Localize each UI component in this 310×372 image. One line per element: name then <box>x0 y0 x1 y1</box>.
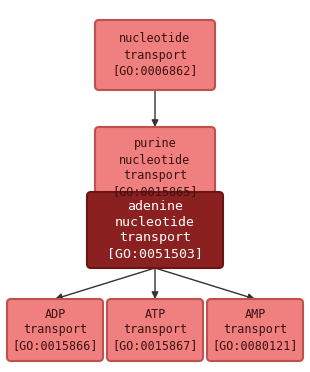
FancyBboxPatch shape <box>207 299 303 361</box>
FancyBboxPatch shape <box>87 192 223 268</box>
FancyBboxPatch shape <box>95 127 215 209</box>
Text: ADP
transport
[GO:0015866]: ADP transport [GO:0015866] <box>12 308 98 353</box>
Text: ATP
transport
[GO:0015867]: ATP transport [GO:0015867] <box>112 308 198 353</box>
Text: nucleotide
transport
[GO:0006862]: nucleotide transport [GO:0006862] <box>112 32 198 77</box>
FancyBboxPatch shape <box>95 20 215 90</box>
Text: AMP
transport
[GO:0080121]: AMP transport [GO:0080121] <box>212 308 298 353</box>
FancyBboxPatch shape <box>107 299 203 361</box>
Text: adenine
nucleotide
transport
[GO:0051503]: adenine nucleotide transport [GO:0051503… <box>107 199 203 260</box>
FancyBboxPatch shape <box>7 299 103 361</box>
Text: purine
nucleotide
transport
[GO:0015865]: purine nucleotide transport [GO:0015865] <box>112 138 198 199</box>
